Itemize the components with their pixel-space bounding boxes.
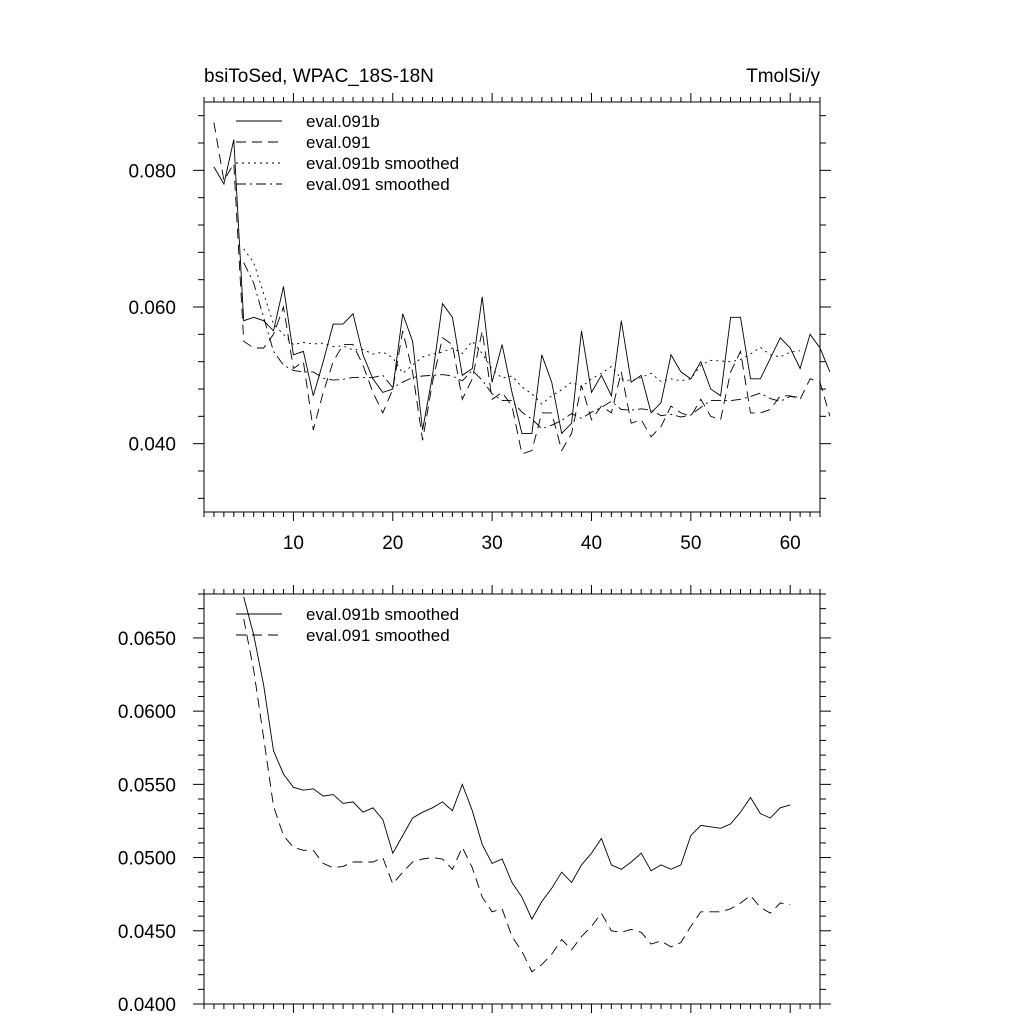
legend-label: eval.091b (306, 112, 380, 131)
y-tick-label: 0.0650 (118, 629, 176, 650)
y-tick-label: 0.0500 (118, 849, 176, 870)
y-tick-label: 0.080 (128, 161, 176, 182)
x-tick-label: 30 (482, 533, 503, 554)
y-tick-label: 0.060 (128, 298, 176, 319)
series-line-1 (213, 122, 831, 455)
y-tick-label: 0.0550 (118, 775, 176, 796)
top-panel: 10 20 30 40 50 60 0.040 0.060 0.080 eval.091b eval… (128, 93, 831, 554)
y-tick-label: 0.0450 (118, 922, 176, 943)
top-panel-units: TmolSi/y (746, 66, 820, 87)
x-tick-label: 60 (780, 533, 801, 554)
y-tick-label: 0.040 (128, 435, 176, 456)
legend-label: eval.091b smoothed (306, 154, 459, 173)
x-tick-label: 50 (680, 533, 701, 554)
plot-frame-0 (203, 101, 821, 513)
series-line-0 (213, 139, 831, 435)
x-tick-label: 20 (382, 533, 403, 554)
legend-label: eval.091 smoothed (306, 175, 450, 194)
y-tick-label: 0.0400 (118, 995, 176, 1016)
x-tick-label: 10 (283, 533, 304, 554)
legend-label: eval.091 (306, 133, 370, 152)
bottom-panel: 0.0400 0.0450 0.0500 0.0550 0.0600 0.0650 eval… (118, 585, 831, 1016)
series-line-3 (243, 262, 801, 430)
series-line-1 (243, 618, 791, 973)
plot-frame-1 (203, 593, 821, 1005)
x-tick-label: 40 (581, 533, 602, 554)
y-tick-label: 0.0600 (118, 702, 176, 723)
legend-label: eval.091 smoothed (306, 626, 450, 645)
series-line-0 (243, 596, 791, 921)
legend-label: eval.091b smoothed (306, 605, 459, 624)
top-panel-title: bsiToSed, WPAC_18S-18N (204, 66, 434, 87)
